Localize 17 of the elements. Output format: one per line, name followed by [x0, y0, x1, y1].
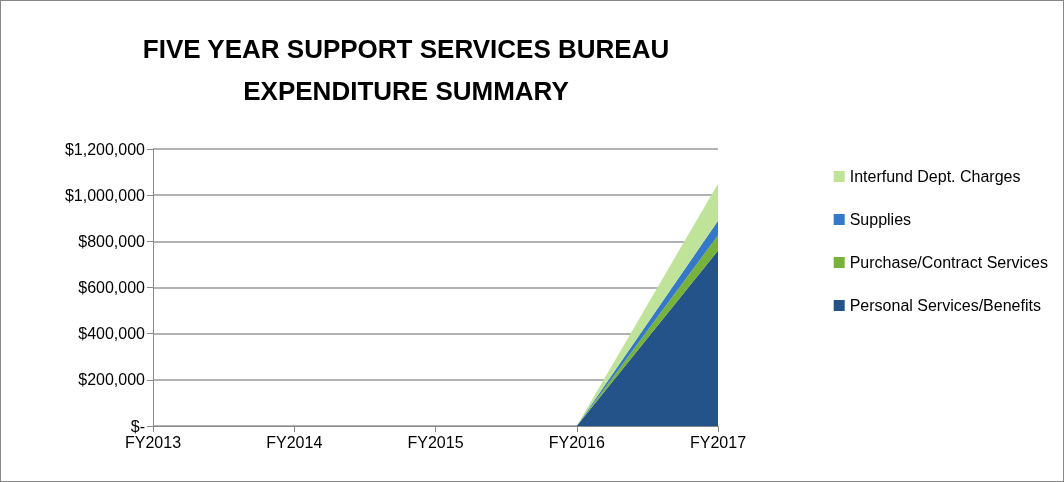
x-tick-label: FY2015: [407, 433, 464, 451]
legend-label: Purchase/Contract Services: [849, 254, 1049, 271]
legend-label: Interfund Dept. Charges: [849, 168, 1021, 185]
x-tick-label: FY2016: [548, 433, 605, 451]
y-tick-label: $-: [130, 417, 145, 435]
legend-label: Supplies: [849, 211, 912, 228]
y-tick-label: $200,000: [78, 371, 146, 389]
x-tick-label: FY2017: [689, 433, 747, 451]
y-tick-label: $1,000,000: [64, 186, 146, 204]
y-tick-label: $600,000: [78, 279, 146, 296]
chart-title: FIVE YEAR SUPPORT SERVICES BUREAU EXPENDITURE SUMMARY: [142, 34, 670, 106]
legend-label: Personal Services/Benefits: [849, 297, 1041, 314]
y-tick-label: $800,000: [78, 232, 146, 250]
y-tick-label: $400,000: [78, 325, 146, 343]
x-tick-label: FY2014: [266, 433, 323, 451]
y-tick-label: $1,200,000: [64, 140, 146, 158]
x-tick-label: FY2013: [124, 433, 182, 451]
